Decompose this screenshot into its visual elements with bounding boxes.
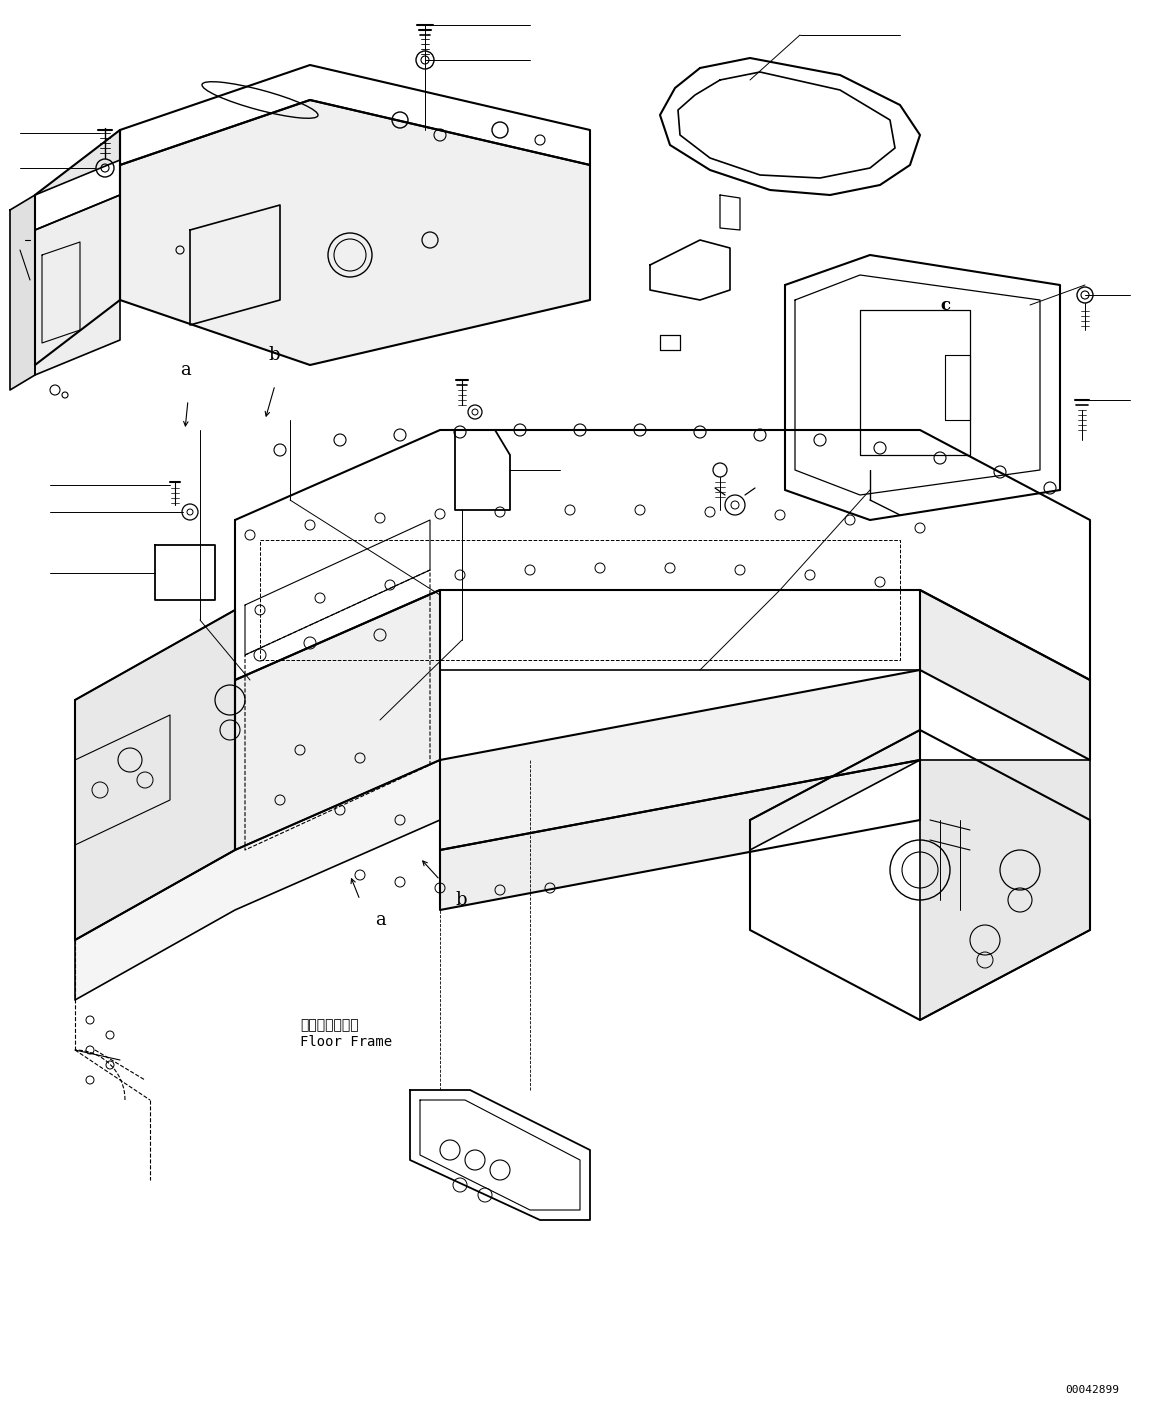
- Polygon shape: [235, 430, 1090, 681]
- Text: 00042899: 00042899: [1065, 1385, 1119, 1395]
- Text: フロアフレーム: フロアフレーム: [300, 1017, 358, 1031]
- Polygon shape: [74, 610, 235, 940]
- Polygon shape: [120, 65, 590, 165]
- Polygon shape: [920, 590, 1090, 759]
- Polygon shape: [35, 194, 120, 375]
- Polygon shape: [920, 759, 1090, 1020]
- Polygon shape: [74, 759, 440, 1000]
- Polygon shape: [650, 240, 730, 300]
- Text: a: a: [180, 361, 191, 379]
- Polygon shape: [455, 430, 511, 510]
- Polygon shape: [10, 194, 35, 390]
- Text: a: a: [374, 912, 386, 929]
- Polygon shape: [720, 194, 740, 230]
- Polygon shape: [440, 759, 920, 910]
- Text: Floor Frame: Floor Frame: [300, 1036, 392, 1048]
- Polygon shape: [35, 130, 120, 365]
- Text: b: b: [455, 890, 466, 909]
- Polygon shape: [659, 58, 920, 194]
- Polygon shape: [750, 730, 1090, 1020]
- Text: c: c: [940, 296, 950, 313]
- Text: b: b: [267, 347, 279, 364]
- Polygon shape: [785, 255, 1059, 520]
- Polygon shape: [155, 545, 215, 600]
- Polygon shape: [440, 671, 920, 850]
- Polygon shape: [235, 590, 440, 850]
- Polygon shape: [120, 100, 590, 365]
- Polygon shape: [35, 161, 120, 230]
- Polygon shape: [411, 1091, 590, 1220]
- Polygon shape: [440, 590, 920, 671]
- Polygon shape: [750, 730, 920, 850]
